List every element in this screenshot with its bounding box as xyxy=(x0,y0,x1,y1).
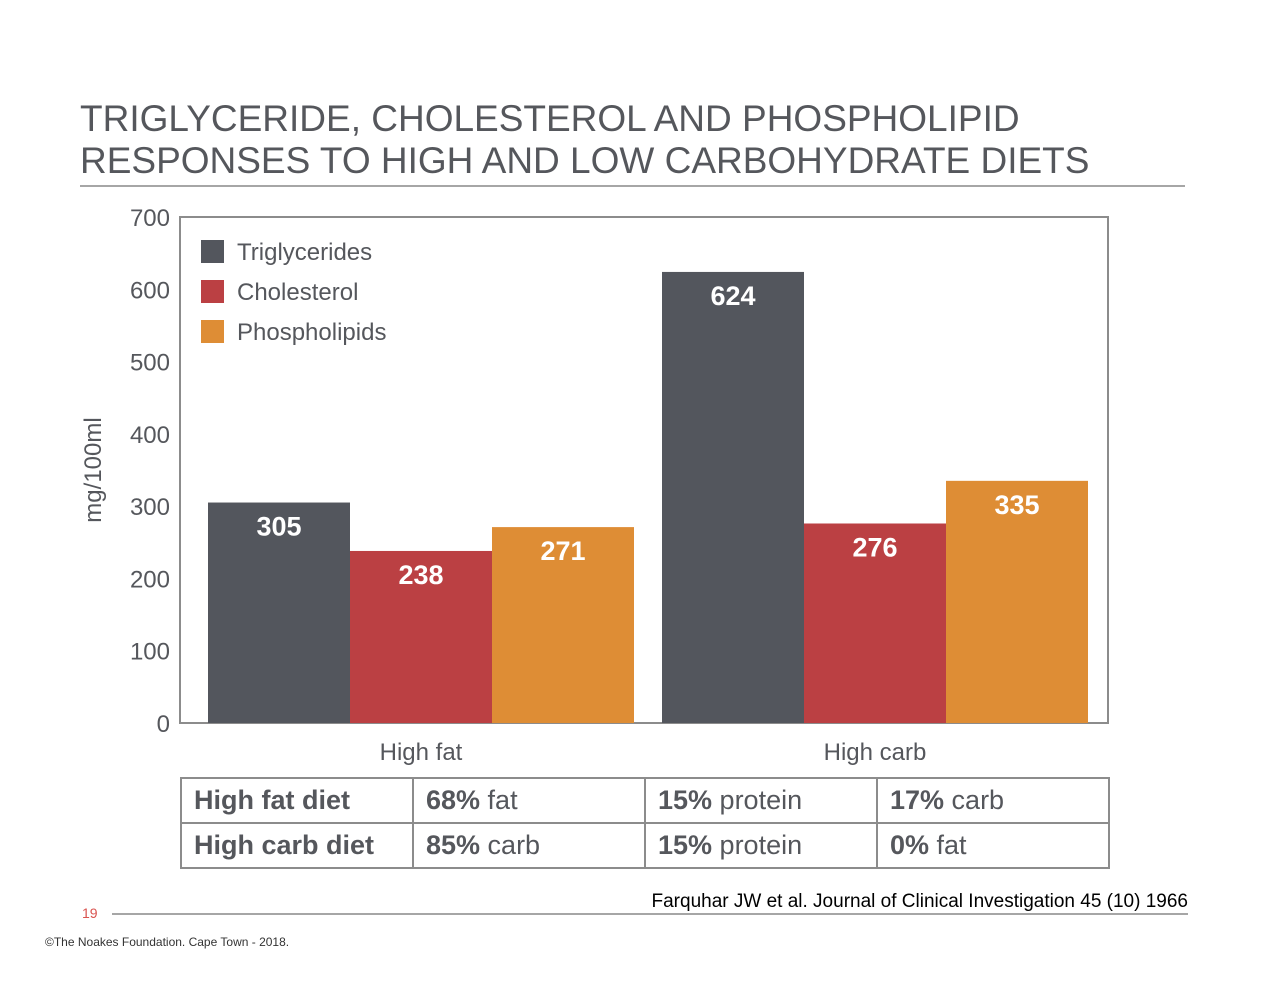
macro-nutrient: carb xyxy=(480,830,541,860)
data-label: 624 xyxy=(710,281,755,311)
data-label: 305 xyxy=(256,512,301,542)
data-label: 271 xyxy=(540,536,585,566)
legend-label-triglycerides: Triglycerides xyxy=(237,239,372,266)
footer-divider xyxy=(112,913,1188,915)
legend-label-phospholipids: Phospholipids xyxy=(237,319,386,346)
slide-title: TRIGLYCERIDE, CHOLESTEROL AND PHOSPHOLIP… xyxy=(80,98,1190,182)
y-tick-label: 700 xyxy=(130,205,170,232)
diet-label: High fat diet xyxy=(180,777,414,824)
y-tick-label: 500 xyxy=(130,350,170,377)
macro-percent: 15% xyxy=(658,785,713,815)
macro-percent: 85% xyxy=(426,830,481,860)
diet-macro-cell: 17% carb xyxy=(876,777,1110,824)
y-tick-label: 200 xyxy=(130,566,170,593)
title-divider xyxy=(80,185,1185,187)
diet-table-row: High carb diet 85% carb 15% protein 0% fat xyxy=(180,822,1110,869)
legend-label-cholesterol: Cholesterol xyxy=(237,279,358,306)
legend: Triglycerides Cholesterol Phospholipids xyxy=(201,239,386,346)
bar-triglycerides-high-carb xyxy=(662,271,804,723)
citation: Farquhar JW et al. Journal of Clinical I… xyxy=(651,891,1189,912)
data-label: 276 xyxy=(852,532,897,562)
y-tick-label: 600 xyxy=(130,277,170,304)
diet-macro-cell: 15% protein xyxy=(644,777,878,824)
macro-nutrient: fat xyxy=(929,830,967,860)
y-tick-label: 0 xyxy=(157,711,170,738)
bar-phospholipids-high-fat xyxy=(492,527,634,723)
x-tick-label: High carb xyxy=(824,739,927,766)
macro-percent: 17% xyxy=(890,785,945,815)
macro-nutrient: protein xyxy=(712,830,803,860)
y-tick-label: 300 xyxy=(130,494,170,521)
macro-percent: 0% xyxy=(890,830,930,860)
y-axis-label: mg/100ml xyxy=(80,417,107,522)
y-tick-label: 100 xyxy=(130,639,170,666)
macro-percent: 68% xyxy=(426,785,481,815)
macro-percent: 15% xyxy=(658,830,713,860)
macro-nutrient: carb xyxy=(944,785,1005,815)
data-label: 335 xyxy=(994,490,1039,520)
macro-nutrient: protein xyxy=(712,785,803,815)
bar-cholesterol-high-carb xyxy=(804,523,946,723)
slide-title-line-2: RESPONSES TO HIGH AND LOW CARBOHYDRATE D… xyxy=(80,140,1090,181)
copyright: ©The Noakes Foundation. Cape Town - 2018… xyxy=(45,935,290,949)
diet-composition-table: High fat diet 68% fat 15% protein 17% carb H… xyxy=(180,777,1110,869)
y-tick-label: 400 xyxy=(130,422,170,449)
bar-cholesterol-high-fat xyxy=(350,550,492,723)
slide-title-line-1: TRIGLYCERIDE, CHOLESTEROL AND PHOSPHOLIP… xyxy=(80,98,1020,139)
bar-chart: 305 238 271 624 276 335 0 100 200 300 400 500 600 70… xyxy=(80,205,1109,766)
diet-macro-cell: 68% fat xyxy=(412,777,646,824)
diet-macro-cell: 15% protein xyxy=(644,822,878,869)
bar-triglycerides-high-fat xyxy=(208,502,350,723)
diet-table-row: High fat diet 68% fat 15% protein 17% carb xyxy=(180,777,1110,824)
diet-macro-cell: 0% fat xyxy=(876,822,1110,869)
x-tick-label: High fat xyxy=(380,739,463,766)
diet-macro-cell: 85% carb xyxy=(412,822,646,869)
legend-swatch-triglycerides xyxy=(201,240,224,263)
macro-nutrient: fat xyxy=(480,785,518,815)
page-number: 19 xyxy=(82,905,98,921)
data-label: 238 xyxy=(398,560,443,590)
x-axis-ticks: High fat High carb xyxy=(380,739,927,766)
legend-swatch-cholesterol xyxy=(201,280,224,303)
diet-label: High carb diet xyxy=(180,822,414,869)
plot-border xyxy=(179,216,1109,724)
bars: 305 238 271 624 276 335 xyxy=(208,271,1088,723)
plot-frame xyxy=(179,216,1109,724)
bar-phospholipids-high-carb xyxy=(946,480,1088,723)
legend-swatch-phospholipids xyxy=(201,320,224,343)
y-axis-ticks: 0 100 200 300 400 500 600 700 xyxy=(130,205,170,738)
